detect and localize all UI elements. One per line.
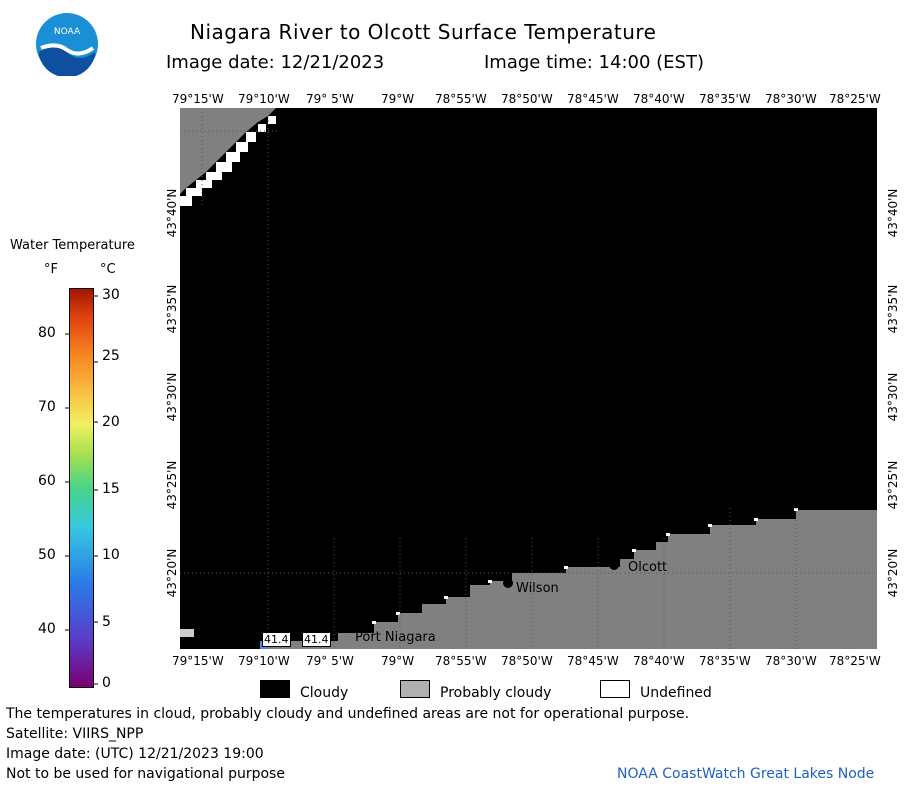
footer-navigation-warning: Not to be used for navigational purpose [6, 766, 285, 782]
temperature-reading: 41.4 [302, 632, 331, 647]
legend-undefined: Undefined [640, 685, 712, 701]
f-tick: 70 [38, 399, 56, 415]
scale-title: Water Temperature [10, 238, 135, 253]
lat-tick: 43°30'N [165, 372, 179, 422]
lon-tick: 78°50'W [501, 654, 553, 668]
footer-credit: NOAA CoastWatch Great Lakes Node [617, 766, 875, 782]
map-title: Niagara River to Olcott Surface Temperat… [190, 20, 657, 44]
lon-tick: 79° 5'W [306, 92, 354, 106]
c-tick: 0 [102, 675, 111, 691]
legend-probably-cloudy: Probably cloudy [440, 685, 552, 701]
unit-f: °F [44, 262, 58, 277]
lat-tick: 43°20'N [886, 548, 900, 598]
f-tick: 40 [38, 621, 56, 637]
logo-text: NOAA [54, 27, 81, 37]
land-new-york [260, 510, 877, 649]
undefined-area [180, 108, 276, 206]
lat-tick: 43°40'N [165, 188, 179, 238]
temperature-color-bar [69, 288, 94, 688]
temperature-reading: 41.4 [262, 632, 291, 647]
lat-tick: 43°20'N [165, 548, 179, 598]
c-tick: 30 [102, 287, 120, 303]
lat-tick: 43°40'N [886, 188, 900, 238]
c-tick: 10 [102, 547, 120, 563]
lon-tick: 79°W [381, 92, 415, 106]
lat-tick: 43°30'N [886, 372, 900, 422]
footer-satellite: Satellite: VIIRS_NPP [6, 726, 144, 742]
olcott-marker [609, 560, 619, 570]
legend-cloudy-swatch [260, 680, 290, 698]
lon-tick: 78°40'W [633, 654, 685, 668]
lon-tick: 79°W [381, 654, 415, 668]
lon-tick: 78°40'W [633, 92, 685, 106]
shore-undefined-pixels [372, 508, 798, 624]
wilson-label: Wilson [516, 581, 559, 596]
f-tick: 80 [38, 325, 56, 341]
lon-tick: 79°15'W [172, 654, 224, 668]
lon-tick: 79°15'W [172, 92, 224, 106]
temperature-map [180, 108, 877, 649]
wilson-marker [503, 578, 513, 588]
f-tick: 50 [38, 547, 56, 563]
footer-utc-date: Image date: (UTC) 12/21/2023 19:00 [6, 746, 264, 762]
lon-tick: 78°30'W [765, 654, 817, 668]
lon-tick: 79°10'W [238, 654, 290, 668]
lon-tick: 78°45'W [567, 654, 619, 668]
olcott-label: Olcott [628, 560, 668, 575]
lon-tick: 78°25'W [829, 654, 881, 668]
lon-tick: 78°35'W [699, 92, 751, 106]
lat-tick: 43°25'N [886, 460, 900, 510]
footer-note: The temperatures in cloud, probably clou… [6, 706, 690, 722]
lat-tick: 43°25'N [165, 460, 179, 510]
lon-tick: 79° 5'W [306, 654, 354, 668]
lat-tick: 43°35'N [165, 284, 179, 334]
c-tick: 20 [102, 414, 120, 430]
c-tick: 15 [102, 481, 120, 497]
lon-tick: 78°55'W [435, 654, 487, 668]
legend-cloudy: Cloudy [300, 685, 349, 701]
noaa-logo: NOAA [36, 13, 98, 76]
lon-tick: 78°35'W [699, 654, 751, 668]
legend-probably-cloudy-swatch [400, 680, 430, 698]
lon-tick: 78°55'W [435, 92, 487, 106]
legend-undefined-swatch [600, 680, 630, 698]
unit-c: °C [100, 262, 116, 277]
land-canada [180, 108, 276, 194]
port-niagara-label: Port Niagara [355, 630, 436, 645]
scale-ticks [65, 295, 98, 685]
c-tick: 25 [102, 348, 120, 364]
image-time: Image time: 14:00 (EST) [484, 52, 704, 73]
lon-tick: 78°50'W [501, 92, 553, 106]
lon-tick: 78°30'W [765, 92, 817, 106]
land-sw-pixels [180, 629, 194, 637]
lat-tick: 43°35'N [886, 284, 900, 334]
lon-tick: 78°25'W [829, 92, 881, 106]
f-tick: 60 [38, 473, 56, 489]
lon-tick: 78°45'W [567, 92, 619, 106]
image-date: Image date: 12/21/2023 [166, 52, 385, 73]
graticule [180, 108, 877, 649]
lon-tick: 79°10'W [238, 92, 290, 106]
c-tick: 5 [102, 614, 111, 630]
